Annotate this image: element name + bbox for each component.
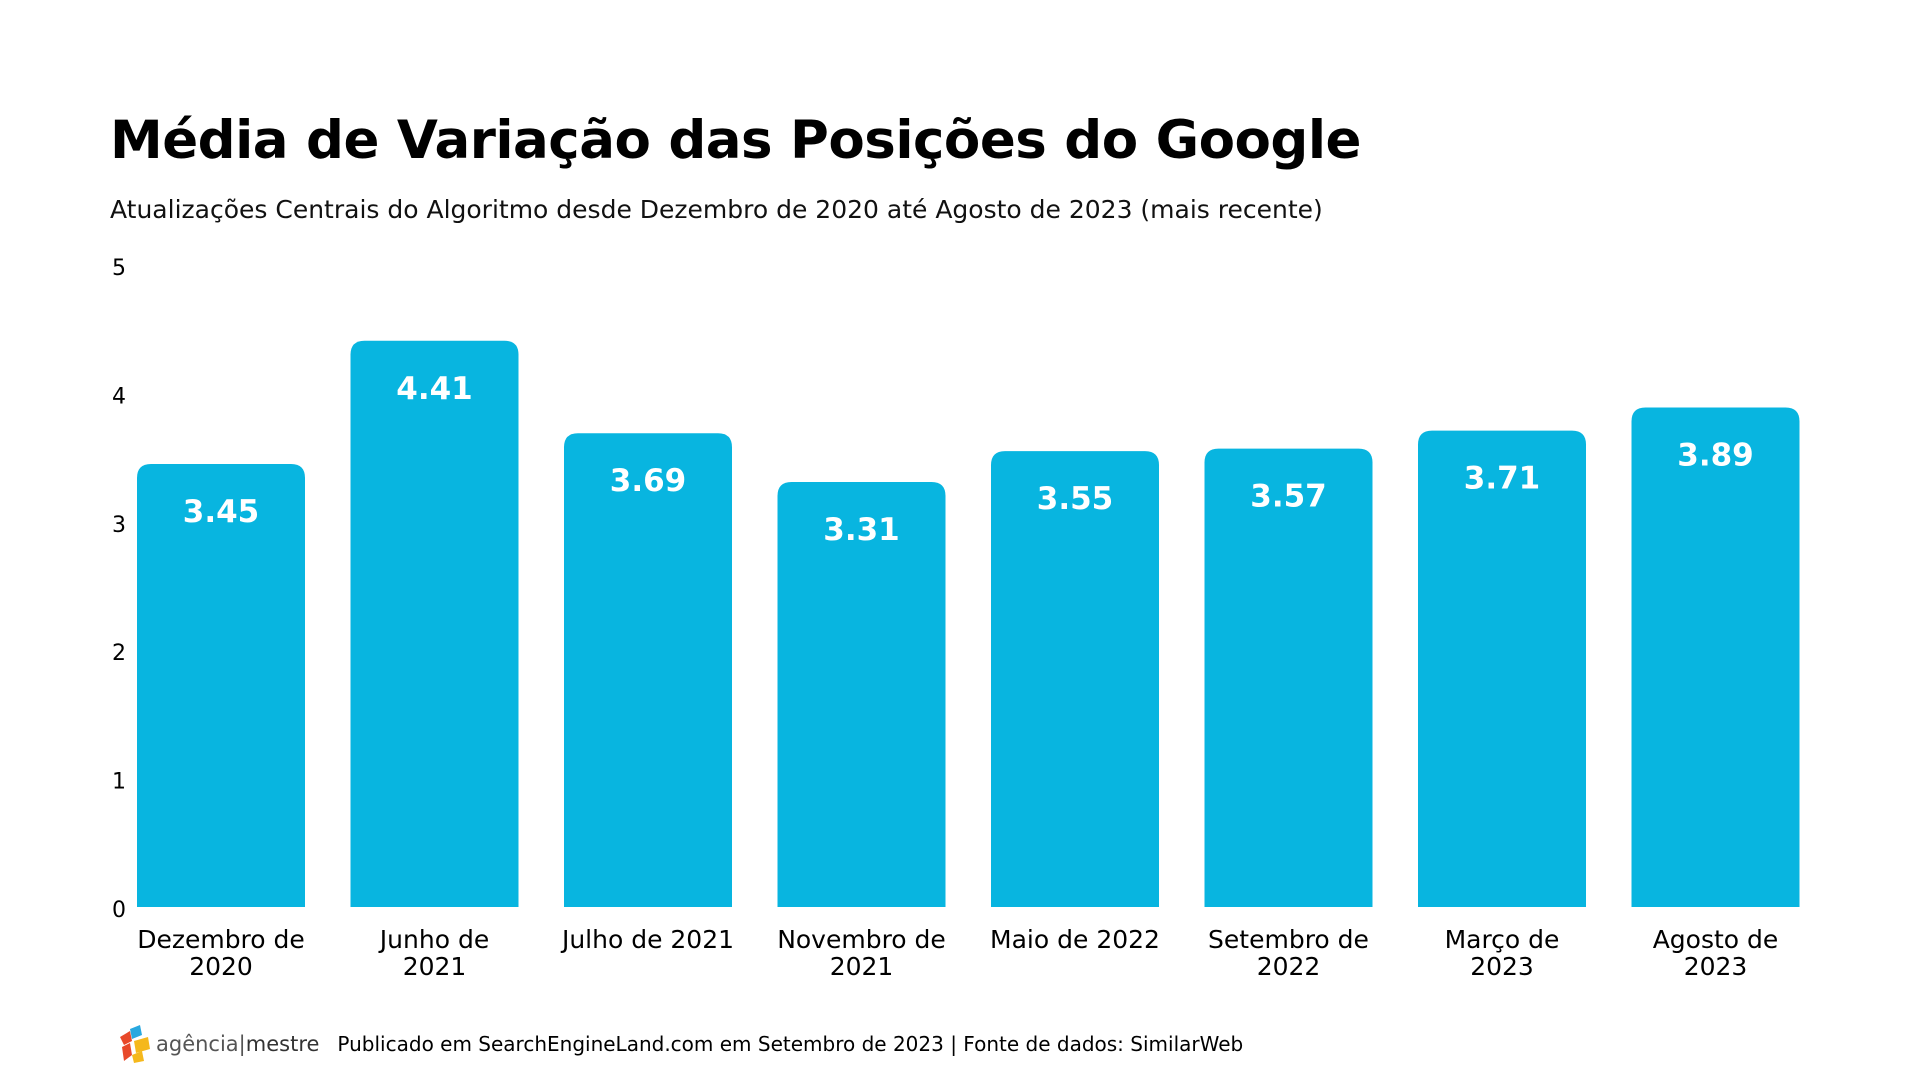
x-tick-label-line: Novembro de (777, 925, 946, 954)
agencia-mestre-logo-icon (120, 1025, 150, 1063)
bar-value-label: 3.57 (1250, 479, 1327, 515)
x-tick-label: Agosto de 2023 (1653, 925, 1779, 981)
bar (777, 481, 946, 907)
x-tick-label-line: 2023 (1470, 952, 1534, 981)
bar (1418, 430, 1586, 907)
y-tick-label: 4 (112, 384, 126, 409)
x-tick-label-line: 2020 (189, 952, 253, 981)
bar-value-label: 4.41 (396, 371, 473, 407)
x-tick-label-line: 2022 (1257, 952, 1321, 981)
x-tick-label-line: Agosto de (1653, 925, 1779, 954)
x-tick-label: Junho de 2021 (378, 925, 489, 981)
x-tick-label-line: Junho de (378, 925, 489, 954)
bar-value-label: 3.71 (1464, 461, 1541, 497)
bar (1631, 407, 1800, 907)
bar (1204, 448, 1373, 907)
x-tick-label: Setembro de 2022 (1208, 925, 1369, 981)
x-tick-label-line: Maio de 2022 (990, 925, 1160, 954)
y-tick-label: 0 (112, 898, 126, 923)
chart-subtitle: Atualizações Centrais do Algoritmo desde… (110, 195, 1323, 224)
bar-value-label: 3.89 (1677, 438, 1754, 474)
x-tick-label-line: Setembro de (1208, 925, 1369, 954)
bar-value-label: 3.45 (183, 494, 260, 530)
bar (137, 464, 305, 907)
y-tick-label: 2 (112, 641, 126, 666)
y-tick-label: 5 (112, 256, 126, 281)
logo-text-agencia: agência| (156, 1032, 246, 1056)
logo-text-mestre: mestre (245, 1032, 320, 1056)
x-tick-label-line: 2021 (830, 952, 894, 981)
x-tick-label: Novembro de 2021 (777, 925, 946, 981)
source-credit: Publicado em SearchEngineLand.com em Set… (337, 1032, 1244, 1056)
y-axis: 0 1 2 3 4 5 (112, 256, 126, 923)
bar (350, 340, 519, 908)
y-tick-label: 3 (112, 513, 126, 538)
bar-value-label: 3.31 (823, 512, 900, 548)
x-tick-label-line: Março de (1445, 925, 1560, 954)
agencia-mestre-logo: agência|mestre (118, 1025, 319, 1063)
footer: agência|mestre Publicado em SearchEngine… (118, 1025, 1243, 1063)
x-tick-label: Maio de 2022 (990, 925, 1160, 954)
x-tick-label-line: 2021 (403, 952, 467, 981)
chart-title: Média de Variação das Posições do Google (110, 110, 1361, 171)
bars: 3.45 4.41 3.69 3.31 3.55 3.57 3.71 3.89 (137, 340, 1800, 908)
x-tick-label-line: 2023 (1684, 952, 1748, 981)
bar (991, 451, 1159, 907)
y-tick-label: 1 (112, 770, 126, 795)
bar (564, 433, 732, 907)
x-tick-label-line: Julho de 2021 (560, 925, 734, 954)
x-tick-label: Março de 2023 (1445, 925, 1560, 981)
bar-value-label: 3.69 (610, 463, 687, 499)
x-tick-label: Dezembro de 2020 (137, 925, 305, 981)
bar-value-label: 3.55 (1037, 481, 1114, 517)
x-tick-label: Julho de 2021 (560, 925, 734, 954)
logo-text: agência|mestre (156, 1032, 319, 1056)
x-tick-label-line: Dezembro de (137, 925, 305, 954)
